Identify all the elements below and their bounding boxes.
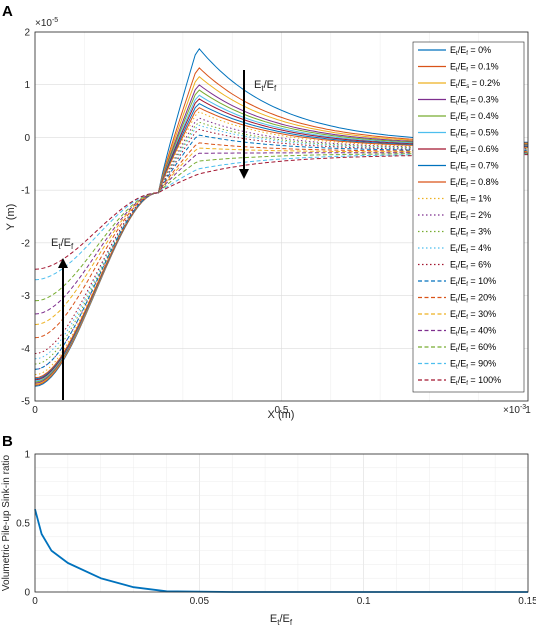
chart-b-y-tick-label: 1: [24, 450, 30, 461]
legend-entry-label: Et/Ef = 0.6%: [450, 144, 499, 156]
chart-a-x-label: X (m): [268, 409, 295, 421]
chart-a-y-exponent: ×10-5: [35, 17, 58, 29]
legend-entry-label: Et/Ef = 1%: [450, 194, 491, 206]
chart-a-y-tick-label: 1: [24, 80, 30, 91]
chart-a-series-line: [34, 154, 528, 270]
chart-b-x-tick-label: 0: [32, 596, 38, 607]
chart-a-x-tick-label: 1: [525, 405, 531, 416]
chart-a-series-line: [34, 152, 528, 302]
chart-a-series-line: [34, 147, 528, 326]
chart-b-x-tick-label: 0.15: [518, 596, 536, 607]
legend-entry-label: Et/Es = 0.2%: [450, 78, 500, 90]
legend-entry-label: Et/Ef = 100%: [450, 375, 501, 387]
chart-a-y-tick-label: 0: [24, 133, 30, 144]
up-arrow-head: [58, 258, 68, 268]
legend-entry-label: Et/Ef = 0.8%: [450, 177, 499, 189]
chart-a-x-tick-label: 0: [32, 405, 38, 416]
legend-entry-label: Et/Ef = 4%: [450, 243, 491, 255]
legend-entry-label: Et/Ef = 0%: [450, 45, 491, 57]
chart-a-frame: [34, 31, 529, 402]
chart-a: 0 0.5 1 2 1 0 -1 -2 -3 -4 -5 ×10-5 ×10-3 X (m) Y (…: [5, 17, 531, 421]
legend-entry-label: Et/Ef = 2%: [450, 210, 491, 222]
down-arrow-head: [239, 169, 249, 179]
panel-b-label: B: [2, 433, 13, 450]
legend-entry-label: Et/Ef = 0.3%: [450, 95, 499, 107]
legend-entry-label: Et/Ef = 40%: [450, 326, 496, 338]
chart-b: 0 0.05 0.1 0.15 1 0.5 0 Et/Ef Volumetric Pile-…: [1, 450, 536, 628]
chart-b-x-label: Et/Ef: [270, 613, 293, 627]
legend-entry-label: Et/Ef = 90%: [450, 359, 496, 371]
chart-a-y-tick-label: -3: [21, 291, 30, 302]
chart-a-y-tick-label: -2: [21, 238, 30, 249]
chart-a-y-tick-label: 2: [24, 28, 30, 39]
chart-a-y-tick-label: -1: [21, 186, 30, 197]
legend-entries: Et/Ef = 0% Et/Ef = 0.1% Et/Es = 0.2% Et/Ef …: [418, 45, 501, 387]
chart-b-y-tick-label: 0: [24, 588, 30, 599]
chart-b-x-tick-label: 0.05: [190, 596, 210, 607]
down-arrow-label: Et/Ef: [254, 79, 277, 93]
chart-a-y-tick-label: -5: [21, 397, 30, 408]
up-arrow-label: Et/Ef: [51, 237, 74, 251]
legend-entry-label: Et/Ef = 6%: [450, 260, 491, 272]
chart-b-frame: [34, 453, 529, 593]
legend-entry-label: Et/Ef = 3%: [450, 227, 491, 239]
chart-b-y-label: Volumetric Pile-up Sink-in ratio: [1, 454, 12, 591]
legend-entry-label: Et/Ef = 30%: [450, 309, 496, 321]
chart-b-x-tick-label: 0.1: [357, 596, 371, 607]
legend-entry-label: Et/Ef = 10%: [450, 276, 496, 288]
chart-a-x-exponent: ×10-3: [503, 404, 526, 416]
chart-a-y-label: Y (m): [5, 204, 17, 231]
chart-a-legend: Et/Ef = 0% Et/Ef = 0.1% Et/Es = 0.2% Et/Ef …: [412, 41, 525, 393]
chart-a-y-tick-label: -4: [21, 344, 30, 355]
legend-entry-label: Et/Ef = 0.4%: [450, 111, 499, 123]
chart-a-x-tick-label: 0.5: [275, 405, 289, 416]
legend-entry-label: Et/Ef = 0.5%: [450, 128, 499, 140]
legend-entry-label: Et/Ef = 20%: [450, 293, 496, 305]
panel-a-label: A: [2, 3, 13, 20]
legend-box: [412, 41, 525, 393]
legend-entry-label: Et/Ef = 0.7%: [450, 161, 499, 173]
legend-entry-label: Et/Ef = 60%: [450, 342, 496, 354]
chart-b-ticks: 0 0.05 0.1 0.15 1 0.5 0: [16, 450, 536, 608]
chart-a-ticks: 0 0.5 1 2 1 0 -1 -2 -3 -4 -5: [21, 28, 531, 417]
chart-b-y-tick-label: 0.5: [16, 519, 30, 530]
legend-entry-label: Et/Ef = 0.1%: [450, 62, 499, 74]
